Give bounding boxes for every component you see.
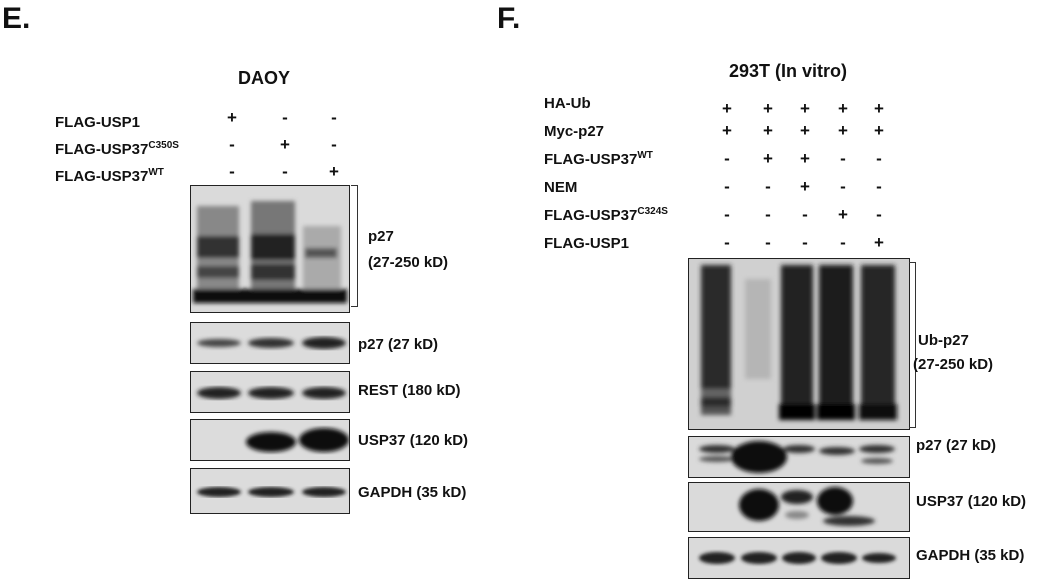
western-blot-usp37 — [190, 419, 350, 461]
lane-sign: - — [876, 149, 882, 168]
lane-sign: - — [724, 149, 730, 168]
lane-sign: - — [840, 233, 846, 252]
blot-label: GAPDH (35 kD) — [358, 484, 467, 501]
western-blot-usp37 — [688, 482, 910, 532]
blot-label: REST (180 kD) — [358, 382, 461, 399]
condition-label: HA-Ub — [544, 95, 591, 112]
western-blot-p27 — [688, 436, 910, 478]
blot-label: p27 (27 kD) — [916, 437, 997, 454]
lane-sign: + — [329, 162, 339, 181]
lane-sign: + — [838, 121, 848, 140]
lane-sign: - — [724, 233, 730, 252]
smear-bracket — [351, 185, 358, 307]
lane-sign: - — [765, 177, 771, 196]
lane-sign: + — [838, 99, 848, 118]
lane-sign: - — [840, 149, 846, 168]
panel-f-title: 293T (In vitro) — [729, 61, 848, 81]
condition-label: FLAG-USP1 — [544, 235, 630, 252]
condition-label: FLAG-USP37C324S — [544, 206, 668, 224]
lane-sign: - — [724, 205, 730, 224]
blot-label: USP37 (120 kD) — [358, 432, 469, 449]
condition-label: FLAG-USP37WT — [55, 167, 164, 185]
lane-sign: - — [802, 233, 808, 252]
lane-sign: + — [280, 135, 290, 154]
condition-label: NEM — [544, 179, 578, 196]
panel-f-letter: F. — [497, 2, 521, 35]
lane-sign: - — [765, 205, 771, 224]
blot-label: p27 — [368, 228, 394, 245]
blot-label: (27-250 kD) — [913, 356, 994, 373]
condition-label: FLAG-USP1 — [55, 114, 141, 131]
lane-sign: - — [282, 108, 288, 127]
lane-sign: - — [840, 177, 846, 196]
lane-sign: - — [876, 177, 882, 196]
smear-bracket — [909, 262, 916, 428]
condition-label: FLAG-USP37WT — [544, 150, 653, 168]
blot-label: (27-250 kD) — [368, 254, 449, 271]
lane-sign: - — [331, 135, 337, 154]
lane-sign: + — [874, 233, 884, 252]
lane-sign: + — [722, 99, 732, 118]
panel-e-letter: E. — [2, 2, 31, 35]
lane-sign: - — [765, 233, 771, 252]
western-blot-rest — [190, 371, 350, 413]
lane-sign: + — [722, 121, 732, 140]
lane-sign: + — [227, 108, 237, 127]
blot-label: p27 (27 kD) — [358, 336, 439, 353]
lane-sign: + — [763, 99, 773, 118]
lane-sign: + — [874, 99, 884, 118]
blot-label: USP37 (120 kD) — [916, 493, 1027, 510]
lane-sign: - — [876, 205, 882, 224]
lane-sign: - — [802, 205, 808, 224]
lane-sign: + — [800, 149, 810, 168]
lane-sign: + — [874, 121, 884, 140]
western-blot-ub-p27 — [190, 185, 350, 313]
lane-sign: + — [763, 121, 773, 140]
western-blot-gapdh — [190, 468, 350, 514]
condition-label: FLAG-USP37C350S — [55, 140, 179, 158]
lane-sign: + — [800, 177, 810, 196]
lane-sign: - — [724, 177, 730, 196]
lane-sign: - — [282, 162, 288, 181]
lane-sign: + — [800, 121, 810, 140]
panel-e-title: DAOY — [238, 68, 291, 88]
western-blot-ub-p27 — [688, 258, 910, 430]
blot-label: GAPDH (35 kD) — [916, 547, 1025, 564]
condition-label: Myc-p27 — [544, 123, 605, 140]
lane-sign: - — [331, 108, 337, 127]
western-blot-gapdh — [688, 537, 910, 579]
western-blot-p27 — [190, 322, 350, 364]
lane-sign: + — [838, 205, 848, 224]
blot-label: Ub-p27 — [918, 332, 969, 349]
lane-sign: - — [229, 162, 235, 181]
lane-sign: - — [229, 135, 235, 154]
lane-sign: + — [800, 99, 810, 118]
lane-sign: + — [763, 149, 773, 168]
